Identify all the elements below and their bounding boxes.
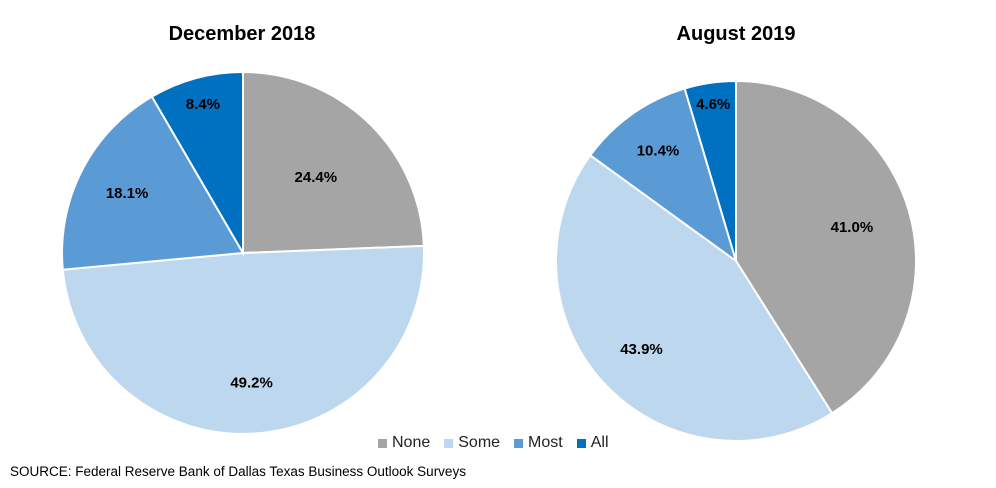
- pie-1-label-some: 43.9%: [620, 341, 663, 358]
- chart-title-december-2018: December 2018: [169, 23, 316, 45]
- pie-0-slice-none: [242, 70, 425, 255]
- legend-swatch-some: [444, 438, 454, 448]
- pie-0-label-some: 49.2%: [230, 375, 273, 392]
- legend-label-some: Some: [458, 434, 501, 451]
- pie-1-slice-most: [588, 87, 738, 264]
- pie-1-label-all: 4.6%: [696, 96, 730, 113]
- legend-item-some: Some: [444, 434, 500, 452]
- pie-1-slice-none: [735, 79, 917, 415]
- pie-0-slice-some: [61, 244, 425, 435]
- source-note: SOURCE: Federal Reserve Bank of Dallas T…: [10, 464, 466, 479]
- legend-label-most: Most: [528, 434, 563, 451]
- legend-swatch-most: [514, 438, 524, 448]
- pie-0-slice-all: [150, 70, 244, 257]
- legend-item-most: Most: [514, 434, 563, 452]
- chart-title-august-2019: August 2019: [677, 23, 796, 45]
- legend-label-all: All: [590, 434, 609, 451]
- pie-1-label-most: 10.4%: [637, 142, 680, 159]
- legend-swatch-none: [378, 438, 387, 448]
- pie-0-label-all: 8.4%: [186, 96, 220, 113]
- legend-swatch-all: [576, 438, 586, 448]
- pie-0-slice-most: [61, 95, 245, 271]
- legend-item-none: None: [378, 434, 430, 452]
- pie-1-slice-all: [683, 79, 737, 262]
- pie-0-label-none: 24.4%: [295, 169, 338, 186]
- pie-1-slice-some: [555, 153, 834, 442]
- pie-december-2018: 24.4% 49.2% 18.1% 8.4%: [61, 70, 425, 435]
- pie-0-label-most: 18.1%: [106, 185, 149, 202]
- legend-item-all: All: [576, 434, 609, 452]
- legend: None Some Most All: [378, 432, 609, 454]
- legend-label-none: None: [392, 434, 431, 451]
- pie-august-2019: 41.0% 43.9% 10.4% 4.6%: [555, 79, 917, 442]
- pie-1-label-none: 41.0%: [831, 219, 874, 236]
